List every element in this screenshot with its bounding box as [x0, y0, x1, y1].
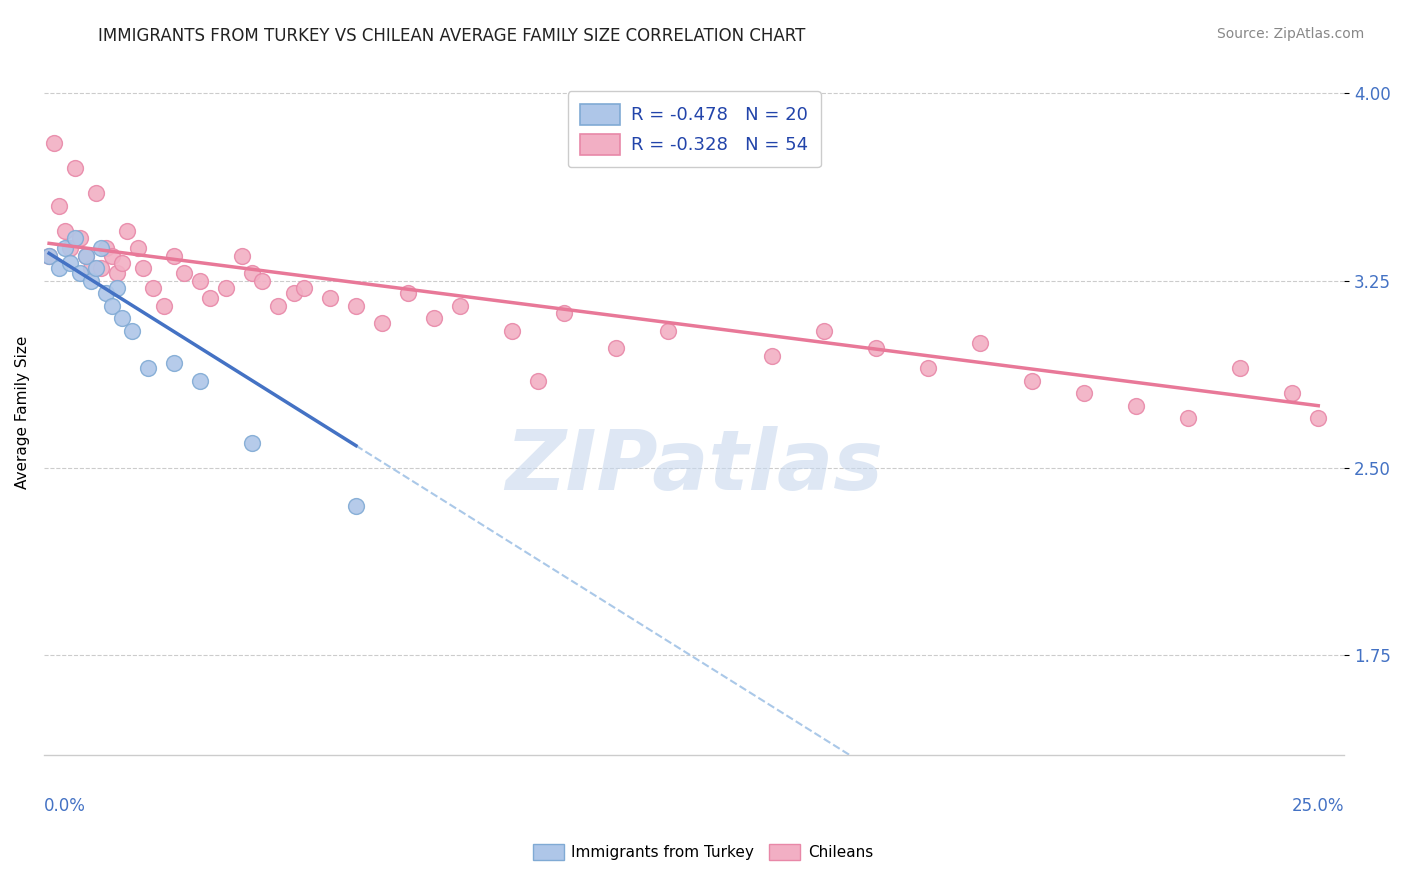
- Point: [252, 274, 274, 288]
- Point: [215, 281, 238, 295]
- Point: [59, 256, 82, 270]
- Point: [969, 336, 991, 351]
- Point: [142, 281, 165, 295]
- Point: [553, 306, 575, 320]
- Point: [38, 249, 60, 263]
- Point: [231, 249, 253, 263]
- Point: [501, 324, 523, 338]
- Point: [605, 341, 627, 355]
- Text: IMMIGRANTS FROM TURKEY VS CHILEAN AVERAGE FAMILY SIZE CORRELATION CHART: IMMIGRANTS FROM TURKEY VS CHILEAN AVERAG…: [98, 27, 806, 45]
- Point: [80, 274, 103, 288]
- Point: [136, 361, 159, 376]
- Text: 0.0%: 0.0%: [44, 797, 86, 814]
- Point: [371, 316, 394, 330]
- Point: [100, 249, 122, 263]
- Point: [917, 361, 939, 376]
- Point: [105, 266, 128, 280]
- Point: [423, 311, 446, 326]
- Point: [152, 299, 174, 313]
- Point: [63, 161, 86, 176]
- Point: [1229, 361, 1251, 376]
- Point: [84, 261, 107, 276]
- Point: [111, 256, 134, 270]
- Point: [1073, 386, 1095, 401]
- Point: [240, 436, 263, 450]
- Point: [292, 281, 315, 295]
- Point: [121, 324, 143, 338]
- Text: ZIPatlas: ZIPatlas: [505, 426, 883, 508]
- Point: [69, 266, 91, 280]
- Text: 25.0%: 25.0%: [1292, 797, 1344, 814]
- Point: [267, 299, 290, 313]
- Point: [200, 291, 222, 305]
- Point: [96, 241, 118, 255]
- Point: [163, 249, 186, 263]
- Point: [53, 241, 76, 255]
- Point: [80, 261, 103, 276]
- Point: [657, 324, 679, 338]
- Point: [90, 261, 112, 276]
- Point: [761, 349, 783, 363]
- Point: [1021, 374, 1043, 388]
- Y-axis label: Average Family Size: Average Family Size: [15, 335, 30, 489]
- Point: [1125, 399, 1147, 413]
- Point: [449, 299, 471, 313]
- Point: [115, 224, 138, 238]
- Point: [188, 274, 211, 288]
- Point: [90, 241, 112, 255]
- Point: [865, 341, 887, 355]
- Point: [163, 356, 186, 370]
- Point: [127, 241, 149, 255]
- Point: [48, 199, 70, 213]
- Point: [344, 299, 367, 313]
- Point: [105, 281, 128, 295]
- Point: [69, 231, 91, 245]
- Point: [84, 186, 107, 201]
- Legend: R = -0.478   N = 20, R = -0.328   N = 54: R = -0.478 N = 20, R = -0.328 N = 54: [568, 91, 821, 168]
- Point: [1308, 411, 1330, 425]
- Point: [283, 286, 305, 301]
- Point: [527, 374, 550, 388]
- Point: [111, 311, 134, 326]
- Point: [813, 324, 835, 338]
- Point: [1177, 411, 1199, 425]
- Point: [173, 266, 195, 280]
- Text: Source: ZipAtlas.com: Source: ZipAtlas.com: [1216, 27, 1364, 41]
- Point: [396, 286, 419, 301]
- Point: [75, 249, 97, 263]
- Point: [44, 136, 66, 151]
- Point: [53, 224, 76, 238]
- Legend: Immigrants from Turkey, Chileans: Immigrants from Turkey, Chileans: [527, 838, 879, 866]
- Point: [48, 261, 70, 276]
- Point: [319, 291, 342, 305]
- Point: [344, 499, 367, 513]
- Point: [75, 249, 97, 263]
- Point: [100, 299, 122, 313]
- Point: [240, 266, 263, 280]
- Point: [63, 231, 86, 245]
- Point: [1281, 386, 1303, 401]
- Point: [188, 374, 211, 388]
- Point: [132, 261, 155, 276]
- Point: [59, 241, 82, 255]
- Point: [38, 249, 60, 263]
- Point: [96, 286, 118, 301]
